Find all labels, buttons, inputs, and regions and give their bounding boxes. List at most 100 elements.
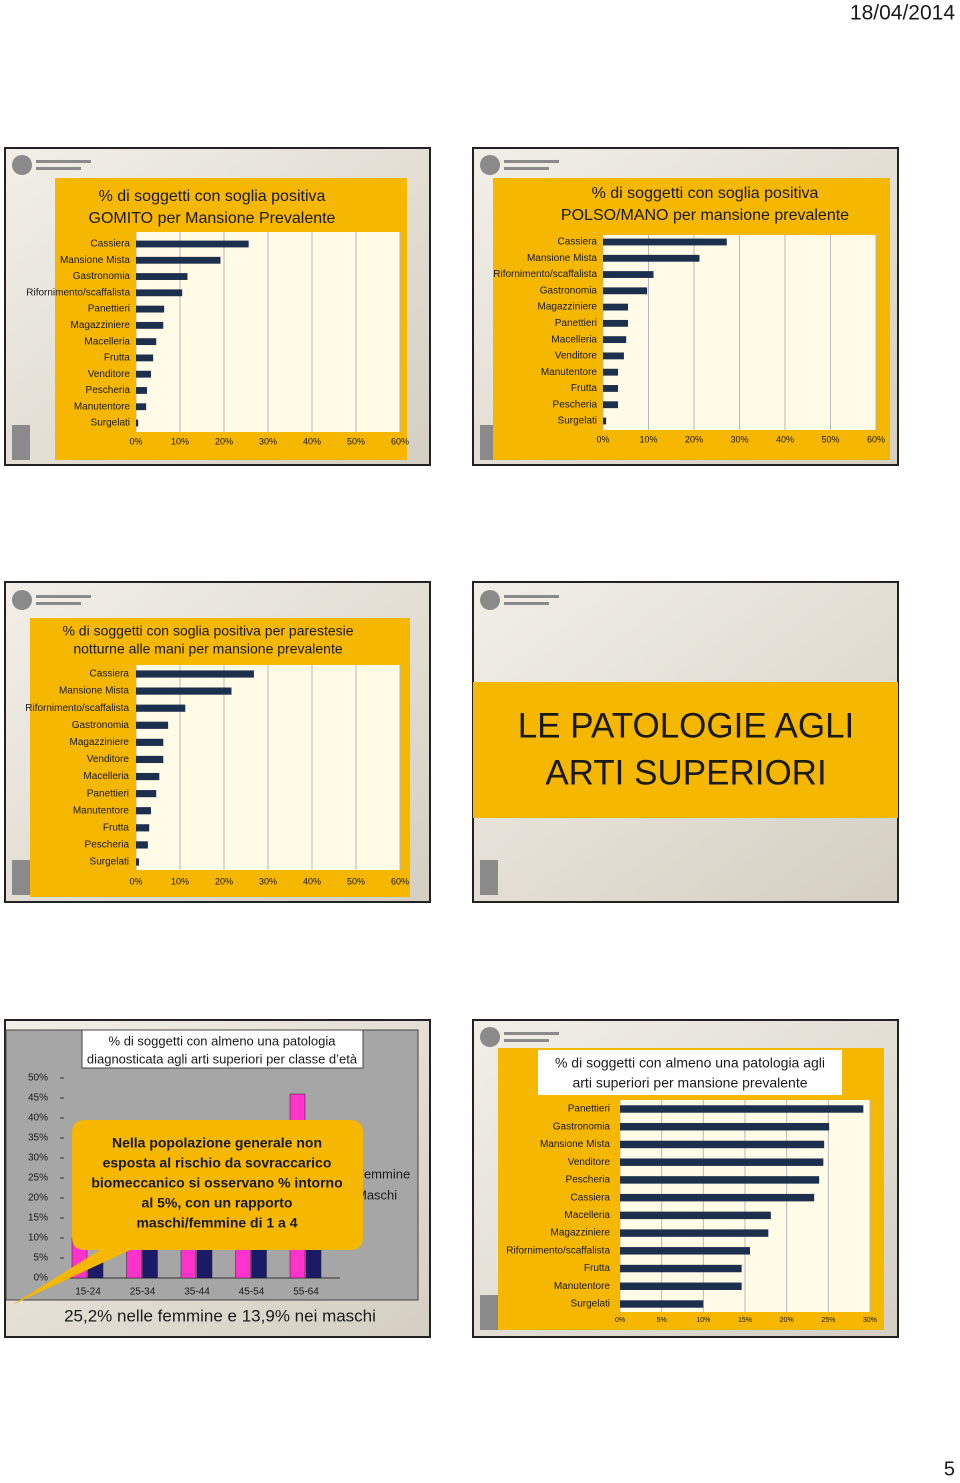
y-tick-label: Manutentore [554,1281,611,1292]
bar [136,772,160,781]
logos [12,155,559,1330]
y-tick-label: Manutentore [73,805,130,816]
x-tick-label: 50% [347,436,365,446]
x-tick-label: 40% [303,436,321,446]
y-tick-label: Venditore [555,351,598,362]
bar [136,721,169,729]
page-number: 5 [944,1458,955,1480]
y-tick-label: Venditore [568,1157,611,1168]
y-tick-label: Manutentore [541,367,598,378]
y-tick-label: 0% [34,1273,49,1284]
bar [136,305,165,313]
y-tick-label: Pescheria [86,385,131,396]
bar [603,385,619,392]
y-tick-label: Cassiera [91,239,131,250]
y-tick-label: Pescheria [85,840,130,851]
bar [603,271,654,278]
bar [136,273,188,280]
x-tick-label: 0% [129,876,142,886]
bar [620,1247,750,1255]
title-band [473,682,898,818]
x-tick-label: 30% [259,436,277,446]
y-tick-label: Venditore [88,369,131,380]
bar [603,336,627,344]
bar [620,1229,769,1237]
y-tick-label: Venditore [87,754,130,765]
bar [136,807,151,815]
callout-text: maschi/femmine di 1 a 4 [136,1215,297,1231]
bar [620,1176,820,1184]
y-tick-label: Pescheria [566,1175,611,1186]
bar [136,338,157,346]
y-tick-label: 45% [28,1093,48,1104]
bar [603,319,629,327]
x-tick-label: 25-34 [130,1287,156,1298]
y-tick-label: Frutta [103,822,130,833]
x-tick-label: 10% [171,436,189,446]
x-tick-label: 0% [615,1317,625,1324]
y-tick-label: Mansione Mista [60,255,130,266]
y-tick-label: Panettieri [87,788,129,799]
chart-title: arti superiori per mansione prevalente [572,1075,807,1091]
slide-title: ARTI SUPERIORI [545,753,826,792]
x-tick-label: 30% [863,1317,877,1324]
y-tick-label: Macelleria [83,771,129,782]
bar [620,1158,824,1166]
bar [136,790,157,798]
y-tick-label: Pescheria [553,399,598,410]
x-tick-label: 5% [657,1317,667,1324]
caption: 25,2% nelle femmine e 13,9% nei maschi [64,1306,376,1325]
y-tick-label: 30% [28,1153,48,1164]
date: 18/04/2014 [850,2,955,25]
x-tick-label: 15-24 [75,1287,101,1298]
y-tick-label: Rifornimento/scaffalista [493,269,597,280]
bar [603,287,648,295]
bar [136,738,164,746]
bar [620,1105,864,1113]
y-tick-label: Surgelati [91,418,130,429]
chart-title: diagnosticata agli arti superiori per cl… [87,1051,358,1066]
y-tick-label: 5% [34,1253,49,1264]
y-tick-label: Gastronomia [72,720,130,731]
bar [136,240,249,248]
y-tick-label: Surgelati [571,1299,610,1310]
chart-title: GOMITO per Mansione Prevalente [89,210,336,227]
x-tick-label: 50% [347,876,365,886]
chart-title: % di soggetti con soglia positiva [592,185,819,202]
y-tick-label: Panettieri [568,1104,610,1115]
bar [603,303,629,311]
y-tick-label: Surgelati [558,416,597,427]
y-tick-label: 20% [28,1193,48,1204]
callout-text: al 5%, con un rapporto [142,1195,293,1211]
x-tick-label: 60% [391,876,409,886]
y-tick-label: Magazziniere [70,737,130,748]
x-tick-label: 30% [730,434,748,444]
bar [620,1123,830,1131]
x-tick-label: 35-44 [184,1287,210,1298]
x-tick-label: 20% [685,434,703,444]
x-tick-label: 10% [639,434,657,444]
y-tick-label: Rifornimento/scaffalista [26,287,130,298]
bar [142,1245,158,1279]
x-tick-label: 60% [391,436,409,446]
x-tick-label: 40% [303,876,321,886]
y-tick-label: 25% [28,1173,48,1184]
bar [603,254,700,262]
x-tick-label: 40% [776,434,794,444]
x-tick-label: 10% [171,876,189,886]
chart-title: POLSO/MANO per mansione prevalente [561,207,849,224]
bar [136,403,147,411]
y-tick-label: Surgelati [90,857,129,868]
bar [136,704,186,712]
chart-title: notturne alle mani per mansione prevalen… [73,641,342,657]
x-tick-label: 20% [780,1317,794,1324]
y-tick-label: Cassiera [571,1192,611,1203]
slide-title: LE PATOLOGIE AGLI [518,706,855,745]
y-tick-label: Manutentore [74,401,131,412]
legend-label: Femmine [356,1166,410,1181]
chart-title: % di soggetti con soglia positiva [99,188,326,205]
bar [136,687,232,695]
y-tick-label: Cassiera [558,237,598,248]
x-tick-label: 0% [596,434,609,444]
